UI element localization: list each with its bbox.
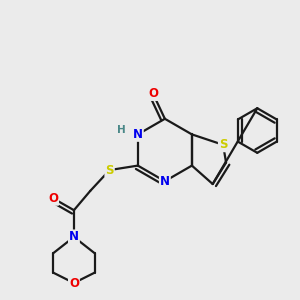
Text: N: N (69, 230, 79, 243)
Text: N: N (133, 128, 143, 141)
Text: S: S (105, 164, 114, 177)
Text: S: S (219, 138, 227, 151)
Text: O: O (148, 87, 158, 100)
Text: O: O (48, 192, 58, 205)
Text: H: H (117, 125, 126, 135)
Text: N: N (160, 175, 170, 188)
Text: O: O (69, 277, 79, 290)
